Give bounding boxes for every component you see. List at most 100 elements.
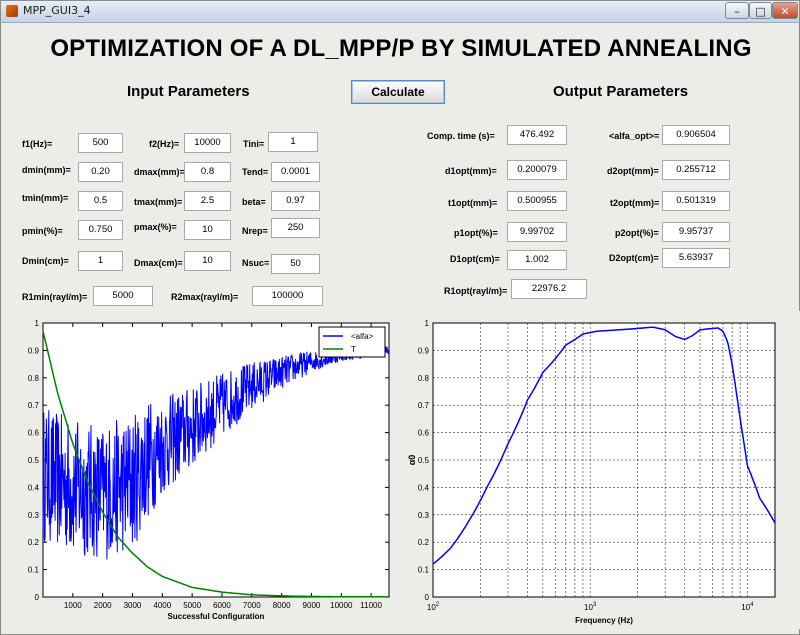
- alfa-series-line: [42, 345, 390, 560]
- alfa-opt-label: <alfa_opt>=: [609, 131, 660, 141]
- y-tick-label: 0.4: [28, 483, 40, 492]
- x-tick-label: 102: [427, 602, 440, 612]
- nsuc-label: Nsuc=: [242, 258, 270, 268]
- dmax-cm-label: Dmax(cm)=: [134, 258, 183, 268]
- calculate-button[interactable]: Calculate: [351, 80, 445, 104]
- y-tick-label: 0: [425, 593, 430, 602]
- maximize-button[interactable]: □: [749, 2, 772, 19]
- output-parameters-heading: Output Parameters: [553, 83, 689, 100]
- comp-time-label: Comp. time (s)=: [427, 131, 495, 141]
- x-axis-label: Frequency (Hz): [575, 616, 633, 625]
- f1-label: f1(Hz)=: [22, 139, 53, 149]
- pmax-label: pmax(%)=: [134, 222, 177, 232]
- pmax-field[interactable]: 10: [184, 220, 231, 240]
- r1opt-label: R1opt(rayl/m)=: [444, 286, 508, 296]
- y-tick-label: 0.2: [418, 538, 430, 547]
- y-tick-label: 1: [425, 319, 430, 328]
- close-button[interactable]: ✕: [772, 2, 798, 19]
- y-tick-label: 0.3: [28, 511, 40, 520]
- nsuc-field[interactable]: 50: [271, 254, 320, 274]
- beta-label: beta=: [242, 197, 266, 207]
- y-tick-label: 0.4: [418, 483, 430, 492]
- input-parameters-heading: Input Parameters: [127, 83, 250, 100]
- absorption-chart: 0 0.1 0.2 0.3 0.4 0.5 0.6 0.7 0.8 0.9 1 102 103 104 Fr…: [401, 311, 800, 629]
- y-tick-label: 0.9: [418, 346, 430, 355]
- tend-field[interactable]: 0.0001: [271, 162, 320, 182]
- y-tick-label: 0.3: [418, 511, 430, 520]
- x-tick-label: 11000: [360, 601, 382, 610]
- f1-field[interactable]: 500: [78, 133, 123, 153]
- matlab-icon: [6, 5, 18, 17]
- f2-label: f2(Hz)=: [149, 139, 180, 149]
- dmax-cm-field[interactable]: 10: [184, 251, 231, 271]
- legend-box: [318, 326, 386, 358]
- dmin-cm-field[interactable]: 1: [78, 251, 123, 271]
- x-tick-label: 2000: [94, 601, 112, 610]
- x-tick-label: 104: [741, 602, 754, 612]
- y-tick-label: 0.8: [418, 374, 430, 383]
- d1opt-field: 0.200079: [507, 160, 567, 180]
- plot-area: [433, 323, 775, 597]
- t1opt-label: t1opt(mm)=: [448, 198, 498, 208]
- r1min-label: R1min(rayl/m)=: [22, 292, 88, 302]
- t2opt-field: 0.501319: [662, 191, 730, 211]
- dmax-field[interactable]: 0.8: [184, 162, 231, 182]
- p1opt-label: p1opt(%)=: [454, 228, 498, 238]
- x-tick-label: 103: [584, 602, 597, 612]
- dmin-field[interactable]: 0.20: [78, 162, 123, 182]
- comp-time-field: 476.492: [507, 125, 567, 145]
- y-tick-label: 0.1: [28, 566, 40, 575]
- x-tick-label: 8000: [273, 601, 291, 610]
- y-tick-label: 0.9: [28, 346, 40, 355]
- y-tick-label: 0.5: [418, 456, 430, 465]
- pmin-label: pmin(%)=: [22, 226, 63, 236]
- r2max-label: R2max(rayl/m)=: [171, 292, 239, 302]
- beta-field[interactable]: 0.97: [271, 191, 320, 211]
- tmin-label: tmin(mm)=: [22, 193, 69, 203]
- d2opt-cm-label: D2opt(cm)=: [609, 253, 659, 263]
- r1opt-field: 22976.2: [511, 279, 587, 299]
- dmin-label: dmin(mm)=: [22, 165, 71, 175]
- x-axis-label: Successful Configuration: [168, 612, 265, 621]
- nrep-field[interactable]: 250: [271, 218, 320, 238]
- tmax-label: tmax(mm)=: [134, 197, 183, 207]
- d1opt-label: d1opt(mm)=: [445, 166, 497, 176]
- x-tick-label: 4000: [153, 601, 171, 610]
- tend-label: Tend=: [242, 167, 269, 177]
- d2opt-cm-field: 5.63937: [662, 248, 730, 268]
- tmin-field[interactable]: 0.5: [78, 191, 123, 211]
- alfa-opt-field: 0.906504: [662, 125, 730, 145]
- y-tick-label: 0.7: [418, 401, 430, 410]
- r2max-field[interactable]: 100000: [252, 286, 323, 306]
- d2opt-field: 0.255712: [662, 160, 730, 180]
- dmin-cm-label: Dmin(cm)=: [22, 256, 69, 266]
- r1min-field[interactable]: 5000: [93, 286, 153, 306]
- legend-label-alfa: <alfa>: [351, 332, 374, 341]
- y-tick-label: 0.6: [418, 429, 430, 438]
- title-bar[interactable]: MPP_GUI3_4 – □ ✕: [1, 1, 799, 23]
- window-title: MPP_GUI3_4: [23, 4, 91, 17]
- nrep-label: Nrep=: [242, 226, 268, 236]
- dmax-label: dmax(mm)=: [134, 167, 185, 177]
- d2opt-label: d2opt(mm)=: [607, 166, 659, 176]
- pmin-field[interactable]: 0.750: [78, 220, 123, 240]
- tmax-field[interactable]: 2.5: [184, 191, 231, 211]
- absorption-curve: [432, 326, 776, 565]
- x-tick-label: 9000: [303, 601, 321, 610]
- page-title: OPTIMIZATION OF A DL_MPP/P BY SIMULATED …: [50, 35, 752, 62]
- tini-label: Tini=: [243, 139, 265, 149]
- tini-field[interactable]: 1: [268, 132, 318, 152]
- y-tick-label: 0.7: [28, 401, 40, 410]
- p1opt-field: 9.99702: [507, 222, 567, 242]
- minimize-button[interactable]: –: [725, 2, 749, 19]
- y-tick-label: 0.6: [28, 429, 40, 438]
- x-tick-label: 3000: [124, 601, 142, 610]
- y-tick-label: 0: [35, 593, 40, 602]
- x-tick-label: 6000: [213, 601, 231, 610]
- temperature-series-line: [42, 331, 389, 598]
- x-tick-label: 10000: [330, 601, 353, 610]
- f2-field[interactable]: 10000: [184, 133, 231, 153]
- y-tick-label: 0.5: [28, 456, 40, 465]
